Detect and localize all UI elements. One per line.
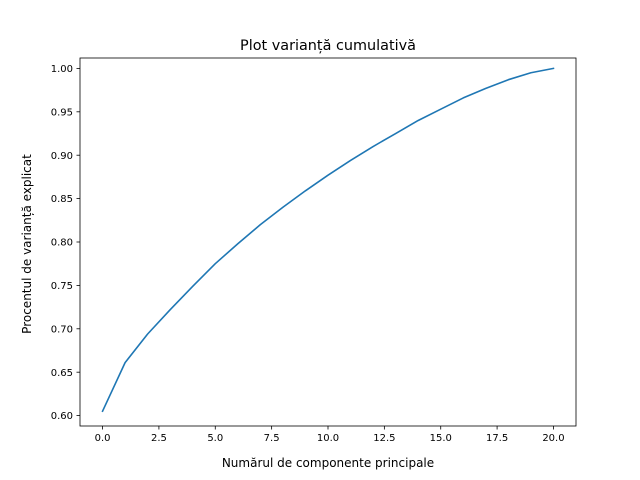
y-tick-label: 0.60 — [51, 411, 73, 422]
chart-title: Plot varianță cumulativă — [240, 38, 416, 54]
y-tick-label: 1.00 — [51, 64, 73, 75]
plot-area: 0.0 2.5 5.0 7.5 10.0 12.5 15.0 17.5 20.0 0.60 0.65… — [51, 57, 577, 444]
y-tick-label: 0.90 — [51, 151, 73, 162]
x-tick-label: 5.0 — [207, 433, 223, 444]
x-tick-label: 2.5 — [151, 433, 167, 444]
y-tick-label: 0.80 — [51, 238, 73, 249]
y-tick-label: 0.85 — [51, 194, 73, 205]
y-tick-label: 0.75 — [51, 281, 73, 292]
y-axis-label: Procentul de varianță explicat — [20, 154, 34, 334]
x-tick-label: 12.5 — [373, 433, 395, 444]
x-tick-label: 20.0 — [542, 433, 564, 444]
x-tick-label: 17.5 — [486, 433, 508, 444]
x-tick-label: 7.5 — [264, 433, 280, 444]
y-tick-label: 0.65 — [51, 368, 73, 379]
x-tick-label: 0.0 — [95, 433, 111, 444]
x-tick-label: 10.0 — [317, 433, 339, 444]
x-axis-label: Numărul de componente principale — [222, 456, 434, 470]
x-tick-label: 15.0 — [430, 433, 452, 444]
y-tick-label: 0.95 — [51, 107, 73, 118]
y-tick-label: 0.70 — [51, 324, 73, 335]
series-line-0 — [101, 67, 555, 413]
